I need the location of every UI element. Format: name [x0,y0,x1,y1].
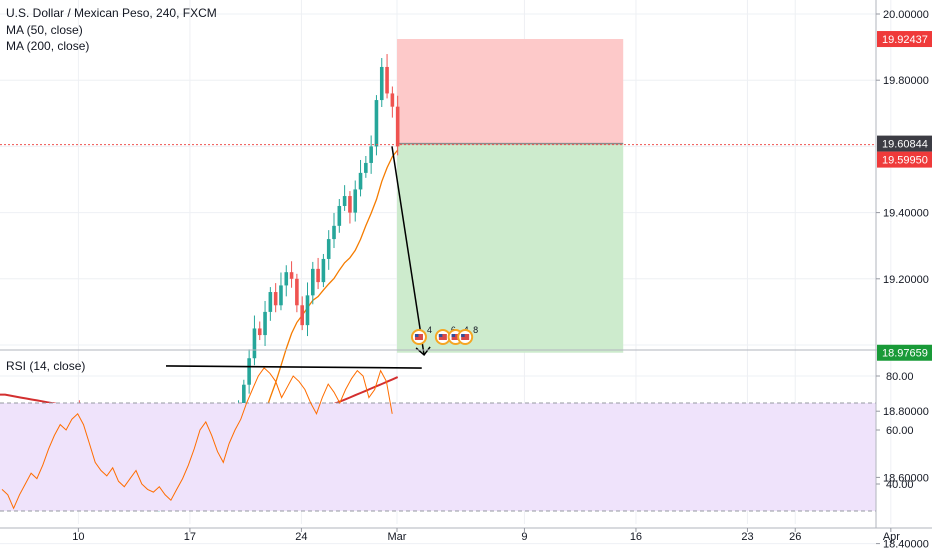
time-tick-label: Mar [388,531,407,543]
price-tick-label: 19.40000 [883,208,929,220]
candle-body [252,328,257,359]
flag-stripes [461,334,470,340]
candle-body [300,305,304,326]
flag-canton [414,334,419,337]
price-tag-label: 19.92437 [882,34,928,46]
price-tick-label: 19.80000 [883,75,929,87]
time-tick-label: Apr [883,531,900,543]
candle-body [279,285,283,306]
candle-body [379,66,384,101]
candle-body [337,205,342,226]
flag-stripes [451,334,460,340]
time-tick-label: 16 [630,531,642,543]
projection-arrow [391,146,425,356]
candle-body [358,172,363,190]
event-flag-icon[interactable]: 8 [457,325,478,345]
candle-body [310,268,315,296]
event-count: 8 [473,325,478,335]
price-tag [877,344,932,361]
price-tick-label: 18.60000 [883,472,929,484]
rsi-tick-label: 40.00 [886,479,914,491]
candle-body [374,100,379,147]
rsi-resistance-line [166,365,422,369]
candle-body [247,358,251,385]
rsi-tick-label: 60.00 [886,425,914,437]
candle-body [348,196,352,213]
time-tick-label: 26 [789,531,801,543]
ma200-legend[interactable]: MA (200, close) [6,39,90,53]
candle-body [369,146,373,163]
rsi-legend[interactable]: RSI (14, close) [6,359,86,373]
price-tick-label: 20.00000 [883,9,929,21]
event-count: 4 [427,325,432,335]
candle-body [342,196,347,206]
candle-body [284,272,289,286]
price-tick-label: 18.80000 [883,406,929,418]
flag-canton [461,334,465,337]
price-tag [877,151,932,168]
stop-loss-zone [397,39,624,144]
price-tag [877,135,932,152]
time-tick-label: 23 [741,531,753,543]
time-tick-label: 24 [295,531,307,543]
flag-canton [438,334,443,337]
candle-body [385,66,389,94]
flag-stripes [414,334,423,340]
ma50-legend[interactable]: MA (50, close) [6,23,83,37]
candle-body [263,311,267,336]
symbol-title[interactable]: U.S. Dollar / Mexican Peso, 240, FXCM [6,6,217,20]
candle-body [395,106,400,147]
time-tick-label: 17 [184,531,196,543]
price-tag [877,31,932,48]
candle-body [289,272,294,279]
take-profit-zone [397,143,624,353]
time-tick-label: 10 [72,531,84,543]
candle-body [268,292,273,312]
price-tag-label: 19.59950 [882,155,928,167]
rsi-band [0,403,876,511]
price-tag-label: 19.60844 [882,139,928,151]
position-zones [397,39,624,353]
candle-body [257,328,262,336]
candle-body [242,384,246,412]
price-tag-label: 18.97659 [882,348,928,360]
rsi-tick-label: 80.00 [886,371,914,383]
candle-body [316,268,320,283]
candle-body [326,239,331,259]
rsi-line [1,367,393,510]
rsi-pane [0,349,932,512]
candle-body [273,292,278,306]
candle-body [390,93,395,107]
price-tick-label: 18.40000 [883,539,929,550]
time-tick-label: 9 [521,531,527,543]
candle-body [353,189,358,213]
flag-stripes [438,334,447,340]
candle-body [321,258,326,283]
flag-canton [451,334,456,337]
candle-body [332,225,336,240]
economic-events[interactable]: 4648 [410,325,478,345]
candle-body [364,162,368,173]
candle-body [295,278,299,306]
candle-body [305,295,310,326]
price-tick-label: 19.20000 [883,274,929,286]
event-flag-icon[interactable]: 4 [410,325,432,345]
